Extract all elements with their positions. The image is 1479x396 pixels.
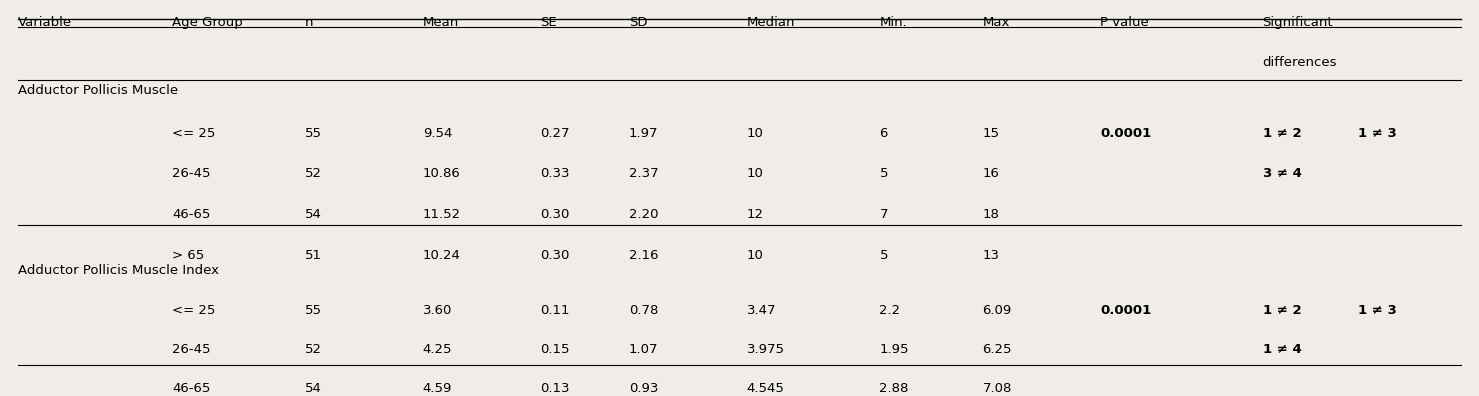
Text: <= 25: <= 25 xyxy=(172,304,216,317)
Text: 0.30: 0.30 xyxy=(541,249,569,262)
Text: 0.93: 0.93 xyxy=(629,382,658,395)
Text: 9.54: 9.54 xyxy=(423,127,453,140)
Text: 11.52: 11.52 xyxy=(423,208,461,221)
Text: 0.78: 0.78 xyxy=(629,304,658,317)
Text: 3 ≠ 4: 3 ≠ 4 xyxy=(1263,168,1302,180)
Text: 10: 10 xyxy=(747,249,763,262)
Text: 10: 10 xyxy=(747,127,763,140)
Text: 1 ≠ 3: 1 ≠ 3 xyxy=(1358,127,1398,140)
Text: 18: 18 xyxy=(982,208,1000,221)
Text: 2.88: 2.88 xyxy=(880,382,910,395)
Text: SE: SE xyxy=(541,16,558,29)
Text: 15: 15 xyxy=(982,127,1000,140)
Text: 0.15: 0.15 xyxy=(541,343,569,356)
Text: 26-45: 26-45 xyxy=(172,168,210,180)
Text: 55: 55 xyxy=(305,304,322,317)
Text: 52: 52 xyxy=(305,168,322,180)
Text: differences: differences xyxy=(1263,56,1337,69)
Text: 1 ≠ 2: 1 ≠ 2 xyxy=(1263,127,1302,140)
Text: 4.59: 4.59 xyxy=(423,382,453,395)
Text: 0.11: 0.11 xyxy=(541,304,569,317)
Text: 12: 12 xyxy=(747,208,763,221)
Text: 26-45: 26-45 xyxy=(172,343,210,356)
Text: Mean: Mean xyxy=(423,16,458,29)
Text: Min.: Min. xyxy=(880,16,907,29)
Text: 0.30: 0.30 xyxy=(541,208,569,221)
Text: 6: 6 xyxy=(880,127,887,140)
Text: 2.2: 2.2 xyxy=(880,304,901,317)
Text: 2.16: 2.16 xyxy=(629,249,658,262)
Text: Adductor Pollicis Muscle Index: Adductor Pollicis Muscle Index xyxy=(18,263,219,276)
Text: 1 ≠ 4: 1 ≠ 4 xyxy=(1263,343,1302,356)
Text: 5: 5 xyxy=(880,168,887,180)
Text: 0.33: 0.33 xyxy=(541,168,569,180)
Text: 3.975: 3.975 xyxy=(747,343,785,356)
Text: P value: P value xyxy=(1100,16,1149,29)
Text: 0.13: 0.13 xyxy=(541,382,569,395)
Text: 1.95: 1.95 xyxy=(880,343,910,356)
Text: 54: 54 xyxy=(305,208,322,221)
Text: 7: 7 xyxy=(880,208,887,221)
Text: 54: 54 xyxy=(305,382,322,395)
Text: Adductor Pollicis Muscle: Adductor Pollicis Muscle xyxy=(18,84,177,97)
Text: 16: 16 xyxy=(982,168,1000,180)
Text: 0.0001: 0.0001 xyxy=(1100,304,1152,317)
Text: 3.47: 3.47 xyxy=(747,304,776,317)
Text: Significant: Significant xyxy=(1263,16,1333,29)
Text: 6.09: 6.09 xyxy=(982,304,1012,317)
Text: 1 ≠ 2: 1 ≠ 2 xyxy=(1263,304,1302,317)
Text: n: n xyxy=(305,16,314,29)
Text: 2.20: 2.20 xyxy=(629,208,658,221)
Text: <= 25: <= 25 xyxy=(172,127,216,140)
Text: 55: 55 xyxy=(305,127,322,140)
Text: 3.60: 3.60 xyxy=(423,304,453,317)
Text: Variable: Variable xyxy=(18,16,71,29)
Text: 10: 10 xyxy=(747,168,763,180)
Text: 10.24: 10.24 xyxy=(423,249,460,262)
Text: 51: 51 xyxy=(305,249,322,262)
Text: Median: Median xyxy=(747,16,796,29)
Text: 1.97: 1.97 xyxy=(629,127,658,140)
Text: 10.86: 10.86 xyxy=(423,168,460,180)
Text: 4.25: 4.25 xyxy=(423,343,453,356)
Text: 1 ≠ 3: 1 ≠ 3 xyxy=(1358,304,1398,317)
Text: 0.0001: 0.0001 xyxy=(1100,127,1152,140)
Text: 6.25: 6.25 xyxy=(982,343,1012,356)
Text: Max: Max xyxy=(982,16,1010,29)
Text: 52: 52 xyxy=(305,343,322,356)
Text: 1.07: 1.07 xyxy=(629,343,658,356)
Text: 7.08: 7.08 xyxy=(982,382,1012,395)
Text: Age Group: Age Group xyxy=(172,16,243,29)
Text: SD: SD xyxy=(629,16,648,29)
Text: 13: 13 xyxy=(982,249,1000,262)
Text: 5: 5 xyxy=(880,249,887,262)
Text: > 65: > 65 xyxy=(172,249,204,262)
Text: 46-65: 46-65 xyxy=(172,208,210,221)
Text: 46-65: 46-65 xyxy=(172,382,210,395)
Text: 4.545: 4.545 xyxy=(747,382,785,395)
Text: 2.37: 2.37 xyxy=(629,168,658,180)
Text: 0.27: 0.27 xyxy=(541,127,569,140)
